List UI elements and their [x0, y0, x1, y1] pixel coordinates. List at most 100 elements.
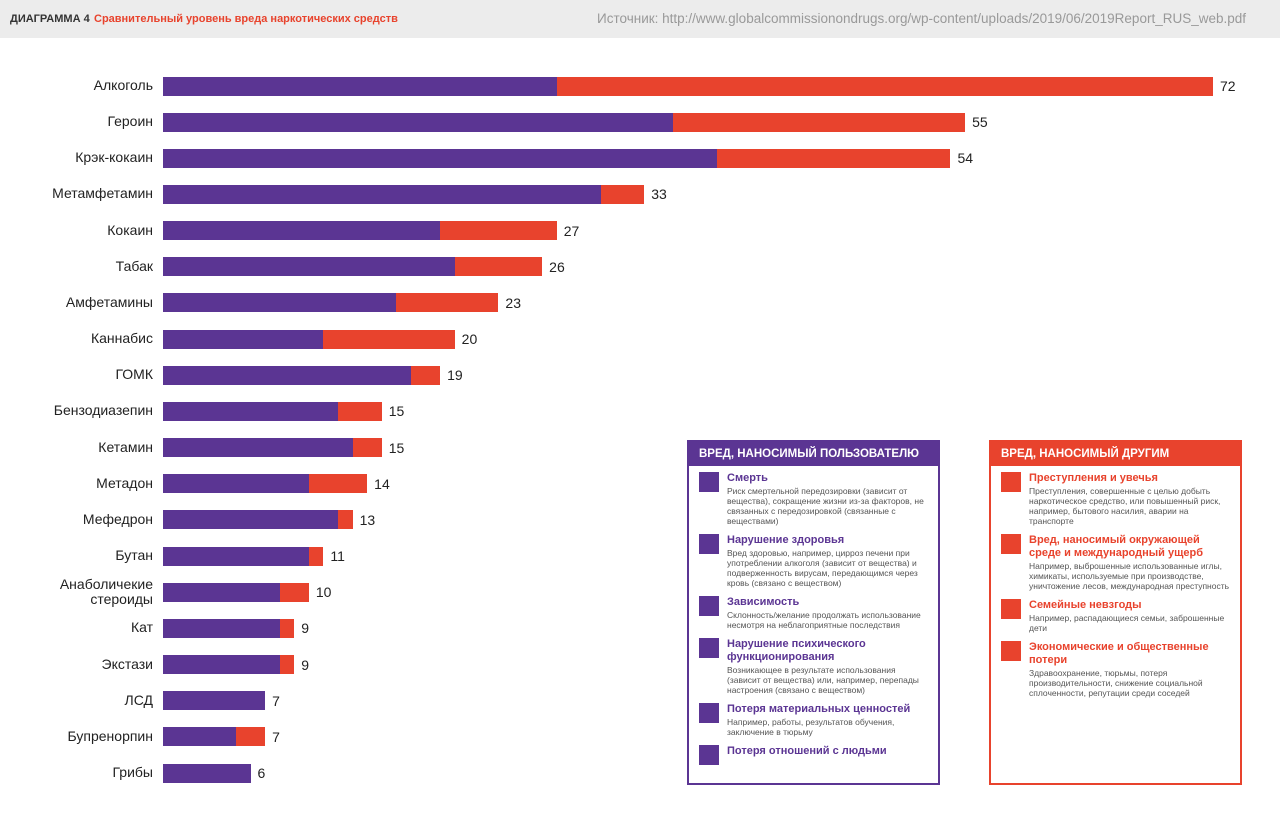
legend-item: Потеря материальных ценностей Например, р… — [699, 703, 930, 737]
bar-segment — [717, 148, 951, 168]
header-bar: ДИАГРАММА 4 Сравнительный уровень вреда … — [0, 0, 1280, 38]
category-label: Героин — [107, 113, 153, 130]
legend-box: ВРЕД, НАНОСИМЫЙ ПОЛЬЗОВАТЕЛЮ Смерть Риск с… — [687, 440, 940, 785]
legend-item: Нарушение психического функционирования В… — [699, 638, 930, 695]
bar-segment — [163, 221, 441, 241]
bar-segment — [556, 76, 1213, 96]
item-title: Экономические и общественные потери — [1029, 641, 1209, 666]
item-title: Семейные невзгоды — [1029, 599, 1142, 611]
total-label: 55 — [972, 114, 988, 131]
bar-segment — [410, 365, 441, 385]
category-label: Бупренорпин — [67, 727, 153, 744]
total-label: 10 — [315, 584, 332, 601]
bar-segment — [163, 474, 309, 494]
total-label: 33 — [651, 186, 667, 203]
bar-segment — [163, 76, 557, 96]
bar-segment — [163, 184, 601, 204]
bar-segment — [163, 438, 353, 458]
bar-segment — [673, 112, 966, 132]
category-label: Кетамин — [98, 438, 153, 455]
legend-icon — [699, 472, 719, 492]
item-title: Зависимость — [727, 596, 800, 608]
item-title: Нарушение психического функционирования — [727, 638, 866, 663]
figure-label: ДИАГРАММА 4 — [10, 13, 90, 25]
item-title: Потеря отношений с людьми — [727, 745, 887, 757]
total-label: 20 — [461, 331, 478, 348]
item-text: Преступления, совершенные с целью добыть… — [1029, 486, 1221, 526]
legend-icon — [699, 638, 719, 658]
legend-icon — [1001, 641, 1021, 661]
category-label: Бутан — [115, 547, 153, 564]
item-text: Например, распадающиеся семьи, заброшенн… — [1029, 613, 1225, 633]
category-label: Алкоголь — [93, 77, 153, 93]
legend-item: Потеря отношений с людьми — [699, 745, 930, 765]
total-label: 11 — [330, 548, 345, 565]
bar-segment — [352, 438, 382, 458]
total-label: 19 — [447, 367, 463, 384]
legend-icon — [699, 596, 719, 616]
total-label: 15 — [388, 403, 405, 420]
item-title: Вред, наносимый окружающей среде и между… — [1029, 534, 1203, 559]
legend-box: ВРЕД, НАНОСИМЫЙ ДРУГИМ Преступления и уве… — [989, 440, 1242, 785]
item-text: Например, выброшенные использованные игл… — [1029, 561, 1230, 591]
bar-segment — [163, 546, 309, 566]
category-label: Анаболичекие стероиды — [59, 576, 153, 608]
category-label: Экстази — [101, 655, 153, 672]
item-text: Возникающее в результате использования (… — [727, 665, 919, 695]
category-label: Амфетамины — [65, 293, 153, 310]
bar-segment — [235, 727, 266, 747]
total-label: 9 — [301, 620, 310, 637]
item-title: Смерть — [727, 472, 768, 484]
bar-segment — [163, 148, 718, 168]
bar-segment — [163, 257, 455, 277]
legend-icon — [699, 745, 719, 765]
bar-segment — [279, 618, 295, 638]
bar-segment — [440, 221, 557, 241]
total-label: 27 — [563, 222, 580, 239]
source: Источник: http://www.globalcommissionond… — [597, 11, 1246, 26]
category-label: Метамфетамин — [52, 185, 153, 202]
item-text: Риск смертельной передозировки (зависит … — [727, 486, 924, 526]
bar-segment — [308, 474, 368, 494]
legend-item: Вред, наносимый окружающей среде и между… — [1001, 534, 1232, 591]
category-label: Метадон — [96, 474, 153, 491]
legend-item: Нарушение здоровья Вред здоровью, наприме… — [699, 534, 930, 588]
total-label: 26 — [549, 258, 565, 275]
category-label: Грибы — [112, 764, 153, 781]
bar-segment — [454, 257, 543, 277]
bar-segment — [600, 184, 645, 204]
bar-segment — [163, 763, 251, 783]
category-label: Бензодиазепин — [53, 402, 153, 419]
item-title: Потеря материальных ценностей — [727, 703, 911, 715]
bar-segment — [163, 365, 411, 385]
total-label: 7 — [272, 728, 280, 745]
legend-icon — [699, 534, 719, 554]
total-label: 72 — [1220, 78, 1236, 94]
legend-icon — [1001, 534, 1021, 554]
category-label: Кат — [130, 619, 153, 636]
legend-item: Преступления и увечья Преступления, совер… — [1001, 472, 1232, 526]
category-label: Табак — [115, 257, 153, 274]
category-label: Кокаин — [107, 221, 153, 238]
category-label: Каннабис — [90, 330, 153, 347]
legend-item: Экономические и общественные потери Здрав… — [1001, 641, 1232, 698]
total-label: 13 — [359, 511, 376, 528]
bar-segment — [163, 293, 397, 313]
item-text: Склонность/желание продолжать использова… — [727, 610, 921, 630]
figure-title: Сравнительный уровень вреда наркотически… — [94, 13, 398, 25]
total-label: 7 — [272, 692, 280, 709]
item-title: Преступления и увечья — [1029, 472, 1158, 484]
item-title: Нарушение здоровья — [727, 534, 845, 546]
bar-segment — [308, 546, 324, 566]
legend-icon — [699, 703, 719, 723]
bar-segment — [163, 618, 280, 638]
bar-segment — [396, 293, 499, 313]
bar-segment — [338, 401, 382, 421]
bar-segment — [163, 727, 236, 747]
total-label: 6 — [257, 765, 266, 782]
category-label: ЛСД — [124, 691, 153, 708]
bar-segment — [163, 112, 674, 132]
bar-segment — [163, 655, 280, 675]
legend-icon — [1001, 599, 1021, 619]
